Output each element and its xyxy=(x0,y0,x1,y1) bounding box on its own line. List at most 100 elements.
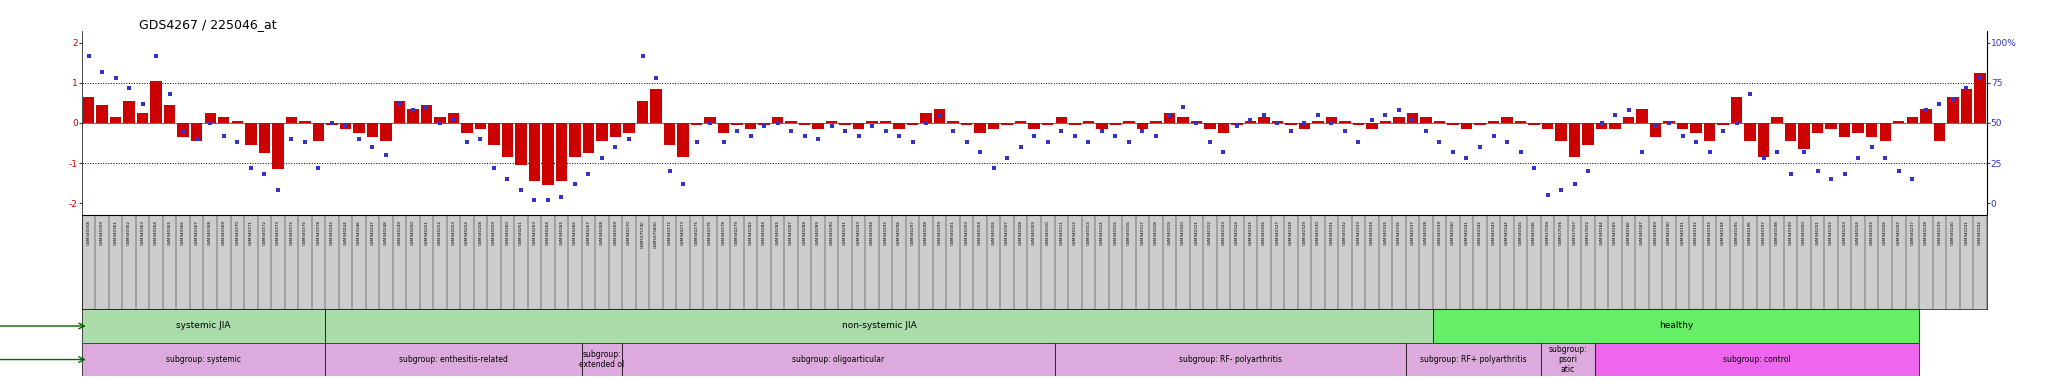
Bar xyxy=(705,117,717,123)
Text: GSM340205: GSM340205 xyxy=(1870,220,1874,245)
Point xyxy=(1599,112,1632,118)
Point xyxy=(1100,133,1133,139)
Text: GSM340362: GSM340362 xyxy=(127,220,131,245)
Bar xyxy=(96,105,109,123)
Bar xyxy=(367,123,379,137)
Point xyxy=(1882,168,1915,174)
Text: GSM340264: GSM340264 xyxy=(547,220,551,245)
Point xyxy=(113,84,145,91)
Point xyxy=(1923,101,1956,107)
Text: subgroup: systemic: subgroup: systemic xyxy=(166,355,242,364)
Point xyxy=(1747,155,1780,161)
Bar xyxy=(584,123,594,153)
Text: non-systemic JIA: non-systemic JIA xyxy=(842,321,915,331)
Point xyxy=(369,152,401,158)
Bar xyxy=(1853,123,1864,133)
Point xyxy=(936,128,969,134)
Bar xyxy=(1339,121,1352,123)
Bar xyxy=(1219,123,1229,133)
Bar xyxy=(1948,97,1958,123)
Bar xyxy=(975,123,985,133)
Point xyxy=(1409,128,1442,134)
Text: GSM340284: GSM340284 xyxy=(762,220,766,245)
Text: GSM340190: GSM340190 xyxy=(1667,220,1671,245)
Bar xyxy=(1907,117,1919,123)
Bar xyxy=(137,113,147,123)
Text: GSM340378: GSM340378 xyxy=(315,220,319,245)
Text: GSM340238: GSM340238 xyxy=(1923,220,1927,245)
Text: GSM340193: GSM340193 xyxy=(1708,220,1712,245)
Bar xyxy=(381,123,391,141)
Point xyxy=(965,149,997,155)
Text: GSM340309: GSM340309 xyxy=(1032,220,1036,245)
Bar xyxy=(516,123,526,165)
Text: GSM340340: GSM340340 xyxy=(1450,220,1454,245)
Text: GSM340261: GSM340261 xyxy=(518,220,522,245)
Text: GSM537594: GSM537594 xyxy=(1546,220,1550,245)
Text: GSM340311: GSM340311 xyxy=(1059,220,1063,245)
Text: GSM340304: GSM340304 xyxy=(979,220,983,245)
Text: GSM340327: GSM340327 xyxy=(1276,220,1280,245)
Point xyxy=(1735,91,1767,97)
Point xyxy=(1167,104,1200,110)
Point xyxy=(1329,128,1362,134)
Text: GSM340203: GSM340203 xyxy=(1843,220,1847,245)
Bar xyxy=(1554,123,1567,141)
Bar xyxy=(651,89,662,123)
Point xyxy=(451,139,483,145)
Bar xyxy=(690,123,702,125)
Text: GSM340189: GSM340189 xyxy=(1653,220,1657,245)
Bar xyxy=(1516,121,1526,123)
Point xyxy=(166,128,199,134)
Text: GSM340358: GSM340358 xyxy=(86,220,90,245)
Text: subgroup: control: subgroup: control xyxy=(1722,355,1790,364)
Bar xyxy=(961,123,973,125)
Point xyxy=(397,107,430,113)
Bar xyxy=(1448,123,1458,125)
Bar xyxy=(1405,343,1540,376)
Text: GSM340294: GSM340294 xyxy=(870,220,874,245)
Point xyxy=(383,101,416,107)
Bar xyxy=(717,123,729,133)
Point xyxy=(1044,128,1077,134)
Bar xyxy=(82,343,326,376)
Bar xyxy=(1595,123,1608,129)
Text: GSM340320: GSM340320 xyxy=(1182,220,1186,245)
Bar xyxy=(1540,343,1595,376)
Bar xyxy=(1286,123,1296,125)
Point xyxy=(436,117,469,123)
Point xyxy=(1139,133,1171,139)
Bar xyxy=(449,113,459,123)
Bar xyxy=(178,123,188,137)
Bar xyxy=(1677,123,1688,129)
Point xyxy=(1774,171,1806,177)
Point xyxy=(1262,120,1294,126)
Point xyxy=(1382,107,1415,113)
Text: GSM340244: GSM340244 xyxy=(344,220,348,245)
Point xyxy=(86,69,119,75)
Point xyxy=(98,75,131,81)
Text: GSM340201: GSM340201 xyxy=(1817,220,1821,245)
Bar xyxy=(1583,123,1593,145)
Text: GSM340194: GSM340194 xyxy=(1720,220,1724,245)
Text: GSM340344: GSM340344 xyxy=(1505,220,1509,245)
Bar xyxy=(1651,123,1661,137)
Bar xyxy=(1434,309,1919,343)
Text: GSM340240: GSM340240 xyxy=(1952,220,1954,245)
Bar xyxy=(1016,121,1026,123)
Bar xyxy=(1921,109,1931,123)
Point xyxy=(1206,149,1239,155)
Bar xyxy=(123,101,135,123)
Point xyxy=(639,75,672,81)
Text: GSM537596: GSM537596 xyxy=(1559,220,1563,245)
Bar xyxy=(502,123,514,157)
Point xyxy=(559,181,592,187)
Bar xyxy=(1622,117,1634,123)
Point xyxy=(612,136,645,142)
Text: GSM340237: GSM340237 xyxy=(1911,220,1915,245)
Bar xyxy=(1528,123,1540,125)
Bar xyxy=(893,123,905,129)
Bar xyxy=(164,105,176,123)
Bar xyxy=(1298,123,1311,129)
Bar xyxy=(258,123,270,153)
